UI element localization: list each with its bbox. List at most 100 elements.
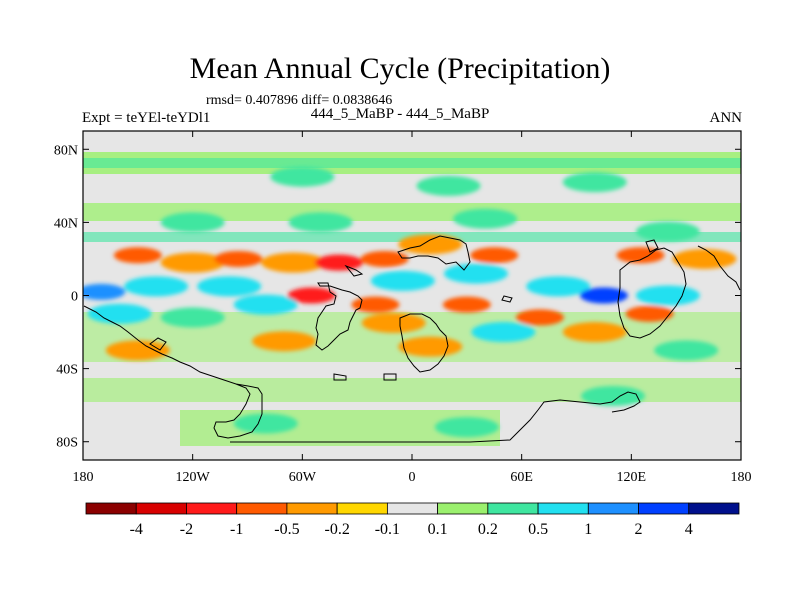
contour-blob	[113, 247, 162, 264]
eurasia-coast	[344, 245, 741, 303]
x-tick-label: 180	[73, 470, 94, 485]
y-tick-label: 40N	[54, 216, 78, 231]
season-label: ANN	[709, 110, 743, 126]
contour-blob	[252, 331, 317, 352]
x-tick-label: 0	[409, 470, 416, 485]
contour-blob	[562, 172, 627, 193]
contour-blob	[261, 252, 326, 273]
colorbar-box	[336, 502, 388, 515]
contour-blob	[288, 212, 353, 233]
contour-blob	[672, 248, 737, 269]
contour-blob	[581, 386, 646, 407]
colorbar-label: 0.1	[428, 521, 448, 538]
colorbar-box	[85, 502, 137, 515]
colorbar-box	[135, 502, 187, 515]
colorbar-label: -0.2	[324, 521, 349, 538]
contour-blob	[314, 254, 363, 271]
contour-blob	[233, 413, 298, 434]
colorbar-box	[437, 502, 489, 515]
colorbar-labels: -4 -2 -1 -0.5 -0.2 -0.1 0.1 0.2 0.5 1 2 4	[130, 521, 693, 538]
contour-blob	[635, 221, 700, 242]
contour-blob	[214, 250, 263, 267]
contour-blob	[398, 234, 463, 255]
contour-blob	[105, 340, 170, 361]
contour-blob	[124, 276, 189, 297]
x-tick-label: 120W	[176, 470, 211, 485]
contour-blob	[160, 212, 225, 233]
contour-blob	[160, 252, 225, 273]
colorbar-box	[286, 502, 338, 515]
colorbar-box	[236, 502, 288, 515]
contour-blob	[270, 166, 335, 187]
antarctica-coast	[149, 337, 641, 443]
australia-coast	[617, 239, 687, 339]
x-tick-label: 60E	[510, 470, 533, 485]
colorbar-box	[638, 502, 690, 515]
x-tick-label: 120E	[617, 470, 647, 485]
contour-blob	[416, 175, 481, 196]
contour-blob	[361, 312, 426, 333]
coastlines	[83, 235, 741, 443]
x-tick-label: 60W	[289, 470, 317, 485]
contour-field	[83, 152, 741, 446]
south-america-coast	[315, 282, 363, 351]
contour-blob	[526, 276, 591, 297]
contour-blob	[160, 307, 225, 328]
colorbar-label: -0.1	[375, 521, 400, 538]
colorbar-label: 2	[635, 521, 643, 538]
colorbar-label: -1	[230, 521, 243, 538]
y-tick-label: 0	[71, 290, 78, 305]
colorbar-box	[186, 502, 238, 515]
contour-blob	[579, 287, 628, 304]
north-america-coast	[83, 305, 263, 439]
y-tick-label: 80N	[54, 143, 78, 158]
contour-blob	[470, 247, 519, 264]
rmsd-diff-stats: rmsd= 0.407896 diff= 0.0838646	[206, 93, 393, 108]
contour-blob	[360, 250, 409, 267]
contour-blob	[87, 303, 152, 324]
africa-coast	[397, 235, 471, 373]
contour-blob	[442, 296, 491, 313]
colorbar-box	[386, 502, 439, 515]
x-axis: 180 120W 60W 0 60E 120E 180	[73, 131, 752, 485]
contour-blob	[515, 309, 564, 326]
experiment-label: Expt = teYEl-teYDl1	[82, 110, 211, 126]
colorbar-label: 4	[685, 521, 693, 538]
colorbar-label: 0.5	[528, 521, 548, 538]
contour-blob	[287, 287, 336, 304]
colorbar	[85, 502, 740, 515]
contour-blob	[434, 417, 499, 438]
contour-blob	[351, 296, 400, 313]
colorbar-label: 1	[584, 521, 592, 538]
arctic-band-core	[83, 158, 741, 168]
contour-blob	[83, 283, 126, 300]
contour-blob	[471, 322, 536, 343]
contour-blob	[398, 336, 463, 357]
colorbar-box	[688, 502, 740, 515]
y-tick-label: 80S	[56, 436, 78, 451]
colorbar-label: -2	[180, 521, 193, 538]
contour-blob	[443, 263, 508, 284]
y-tick-label: 40S	[56, 363, 78, 378]
contour-blob	[654, 340, 719, 361]
midlat-north-band	[83, 203, 741, 221]
colorbar-label: -4	[130, 521, 143, 538]
contour-blob	[635, 285, 700, 306]
contour-blob	[625, 305, 674, 322]
contour-blob	[197, 276, 262, 297]
colorbar-box	[587, 502, 639, 515]
contour-blob	[233, 294, 298, 315]
contour-blob	[562, 322, 627, 343]
x-tick-label: 180	[731, 470, 752, 485]
colorbar-box	[487, 502, 539, 515]
contour-blob	[370, 270, 435, 291]
map-background	[83, 131, 741, 460]
colorbar-box	[537, 502, 589, 515]
contour-blob	[453, 208, 518, 229]
case-label: 444_5_MaBP - 444_5_MaBP	[310, 106, 490, 122]
plot-title: Mean Annual Cycle (Precipitation)	[189, 52, 611, 85]
y-axis: 80N 40N 0 40S 80S	[54, 143, 741, 451]
colorbar-label: -0.5	[274, 521, 299, 538]
colorbar-label: 0.2	[478, 521, 498, 538]
